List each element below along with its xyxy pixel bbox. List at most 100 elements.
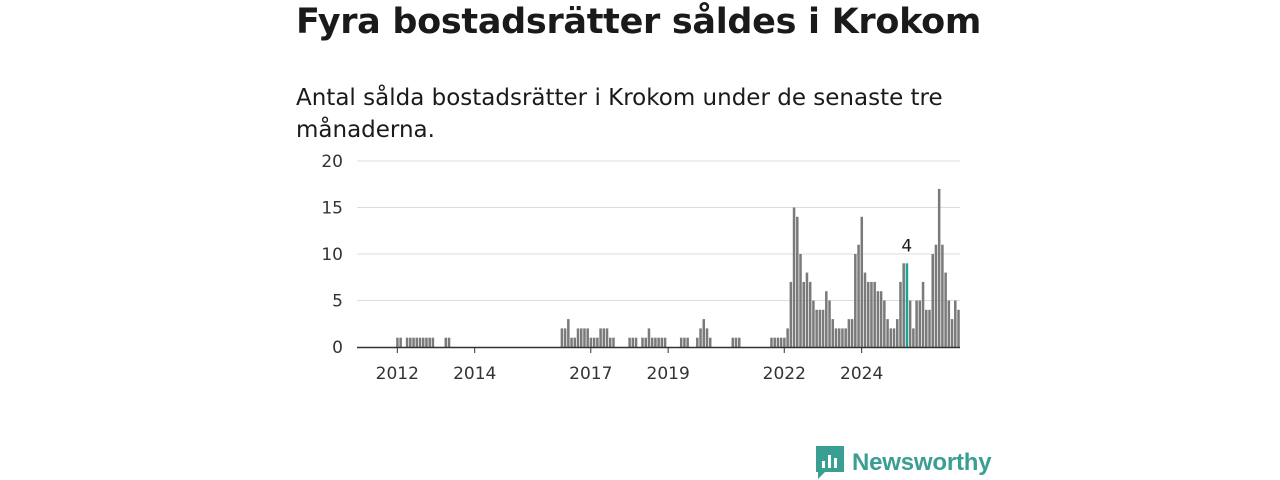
- bar: [409, 337, 412, 347]
- bar: [592, 337, 596, 347]
- bar: [921, 281, 925, 347]
- bar: [931, 254, 934, 347]
- bar: [925, 309, 928, 347]
- x-tick-label: 2019: [647, 364, 690, 384]
- bar: [866, 281, 870, 347]
- bar: [854, 254, 857, 347]
- bar: [660, 337, 664, 347]
- bar: [957, 309, 960, 347]
- bar: [609, 337, 612, 347]
- bar: [773, 337, 776, 347]
- bar: [641, 337, 644, 347]
- bar: [831, 319, 835, 347]
- bar: [895, 319, 899, 347]
- bar: [944, 272, 947, 347]
- bar: [950, 319, 954, 347]
- bar: [654, 337, 657, 347]
- y-tick-label: 5: [332, 292, 343, 312]
- bar: [802, 281, 805, 347]
- bar: [699, 328, 702, 347]
- bar: [631, 337, 635, 347]
- bar: [586, 328, 589, 347]
- bar: [560, 328, 564, 347]
- bar: [686, 337, 689, 347]
- x-tick-label: 2017: [569, 364, 612, 384]
- bar: [444, 337, 448, 347]
- x-tick-label: 2012: [376, 364, 419, 384]
- bar: [941, 244, 944, 347]
- bar: [789, 281, 793, 347]
- bar: [679, 337, 683, 347]
- bar: [821, 309, 825, 347]
- bar: [799, 254, 802, 347]
- bar: [612, 337, 615, 347]
- bar: [731, 337, 735, 347]
- bar: [902, 263, 905, 347]
- bar: [702, 319, 706, 347]
- bar: [815, 309, 818, 347]
- bar: [628, 337, 631, 347]
- newsworthy-brand[interactable]: Newsworthy: [816, 446, 992, 480]
- bar: [850, 319, 854, 347]
- bar: [415, 337, 419, 347]
- bar: [428, 337, 431, 347]
- bar: [818, 309, 822, 347]
- bar: [808, 281, 812, 347]
- bar: [576, 328, 580, 347]
- bar: [705, 328, 709, 347]
- y-tick-label: 20: [321, 152, 343, 172]
- bar: [737, 337, 741, 347]
- bar: [396, 337, 399, 347]
- x-tick-label: 2022: [763, 364, 806, 384]
- bar: [841, 328, 844, 347]
- bar: [834, 328, 838, 347]
- bar: [567, 319, 570, 347]
- bar: [596, 337, 599, 347]
- bar: [657, 337, 660, 347]
- bar: [605, 328, 609, 347]
- bar: [599, 328, 602, 347]
- bar: [447, 337, 451, 347]
- bar: [563, 328, 567, 347]
- bar: [421, 337, 425, 347]
- bar: [844, 328, 847, 347]
- bar: [405, 337, 409, 347]
- bar: [870, 281, 873, 347]
- brand-name: Newsworthy: [852, 449, 992, 476]
- bar: [892, 328, 896, 347]
- bar: [812, 300, 815, 347]
- bar: [734, 337, 738, 347]
- bar: [873, 281, 876, 347]
- bar: [650, 337, 654, 347]
- y-tick-label: 15: [321, 199, 343, 219]
- bar: [886, 319, 889, 347]
- highlight-data-label: 4: [901, 236, 912, 256]
- bar: [412, 337, 415, 347]
- y-tick-label: 10: [321, 245, 343, 265]
- bar: [915, 300, 918, 347]
- x-tick-label: 2024: [840, 364, 883, 384]
- bar: [399, 337, 402, 347]
- bar: [431, 337, 435, 347]
- bar: [683, 337, 686, 347]
- bar: [847, 319, 851, 347]
- bar: [876, 291, 880, 347]
- bar: [644, 337, 647, 347]
- bar: [912, 328, 915, 347]
- bar: [863, 272, 867, 347]
- bar: [837, 328, 841, 347]
- bar: [663, 337, 667, 347]
- bar: [770, 337, 773, 347]
- x-tick-label: 2014: [453, 364, 496, 384]
- bar: [776, 337, 780, 347]
- bar: [860, 216, 864, 347]
- bar: [792, 207, 796, 347]
- bar: [579, 328, 583, 347]
- bar: [783, 337, 786, 347]
- bar: [947, 300, 951, 347]
- bar: [583, 328, 586, 347]
- bar: [934, 244, 938, 347]
- bar: [602, 328, 606, 347]
- bar: [899, 281, 902, 347]
